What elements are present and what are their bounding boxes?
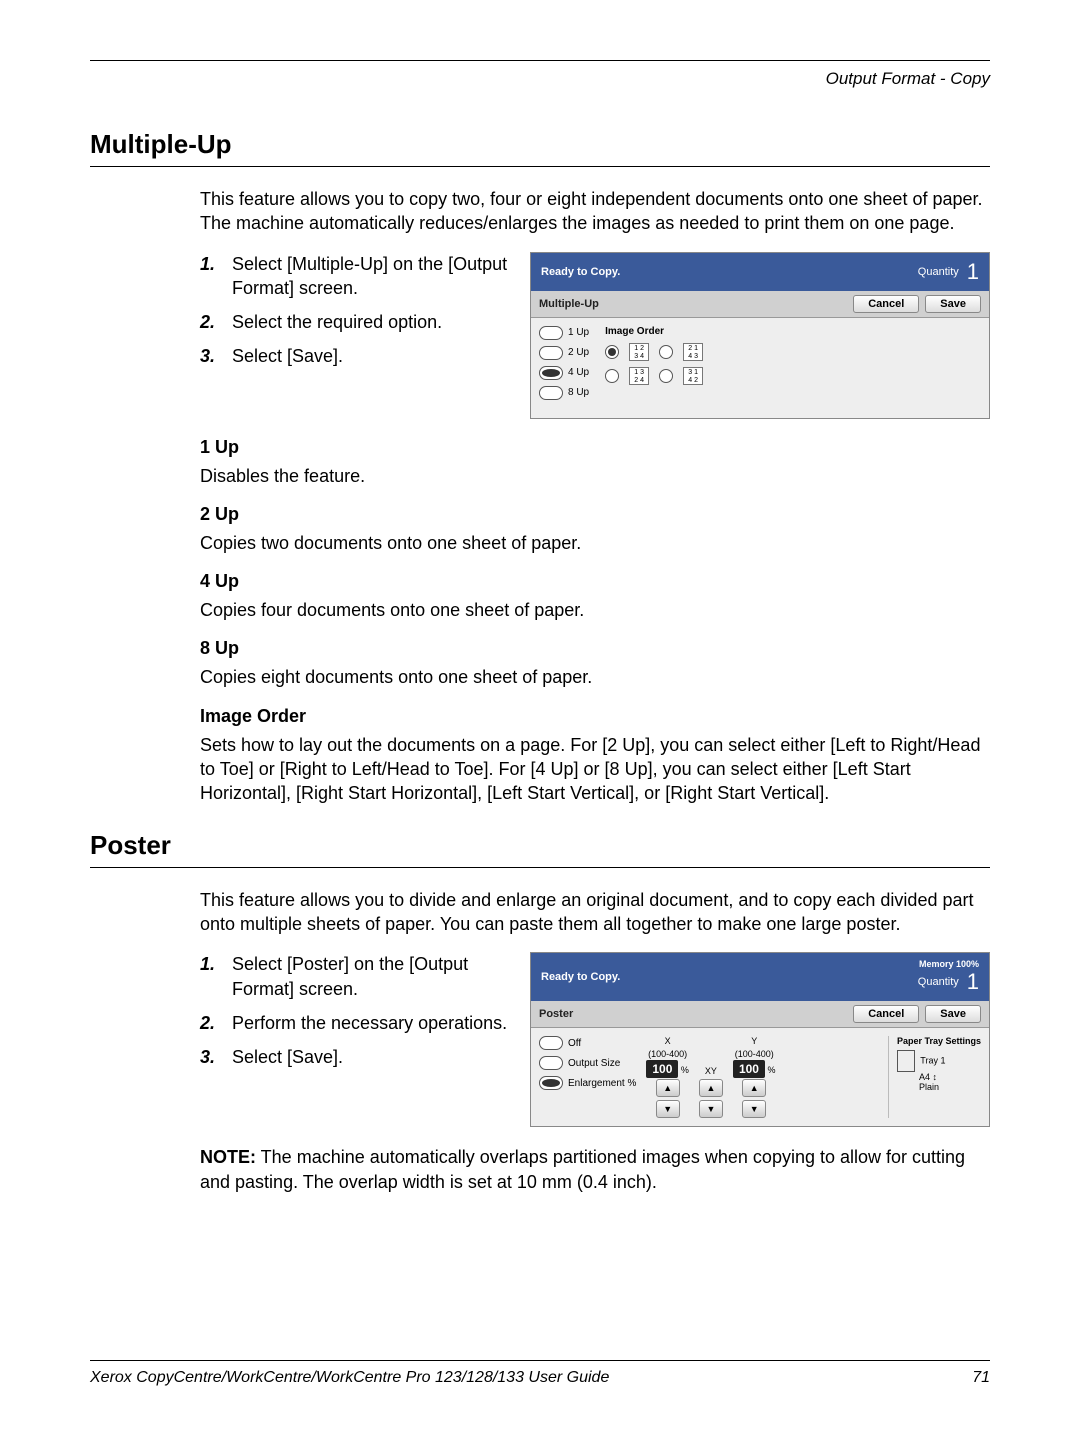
sub-1up-text: Disables the feature.	[200, 464, 990, 488]
poster-screenshot: Ready to Copy. Memory 100% Quantity 1 Po…	[530, 952, 990, 1127]
image-order-radio[interactable]	[605, 345, 619, 359]
footer-page-number: 71	[972, 1369, 990, 1387]
y-range: (100-400)	[735, 1049, 774, 1059]
multiple-up-intro: This feature allows you to copy two, fou…	[200, 187, 990, 236]
sub-8up-text: Copies eight documents onto one sheet of…	[200, 665, 990, 689]
tray-icon	[897, 1050, 915, 1072]
quantity-value: 1	[967, 259, 979, 285]
layout-icon: 1 32 4	[629, 367, 649, 385]
poster-note: NOTE: The machine automatically overlaps…	[200, 1145, 990, 1194]
ready-label: Ready to Copy.	[541, 266, 620, 278]
header-breadcrumb: Output Format - Copy	[90, 69, 990, 89]
xy-down-button[interactable]: ▼	[699, 1100, 723, 1118]
xy-label: XY	[705, 1066, 717, 1076]
option-2up[interactable]: 2 Up	[539, 346, 589, 360]
poster-intro: This feature allows you to divide and en…	[200, 888, 990, 937]
option-8up[interactable]: 8 Up	[539, 386, 589, 400]
step-text: Select [Poster] on the [Output Format] s…	[232, 952, 510, 1001]
step-text: Perform the necessary operations.	[232, 1011, 507, 1035]
image-order-radio[interactable]	[605, 369, 619, 383]
option-enlargement[interactable]: Enlargement %	[539, 1076, 636, 1090]
quantity-label: Quantity	[918, 266, 959, 278]
step-text: Select [Save].	[232, 344, 343, 368]
note-label: NOTE:	[200, 1147, 256, 1167]
footer-left: Xerox CopyCentre/WorkCentre/WorkCentre P…	[90, 1369, 609, 1387]
x-down-button[interactable]: ▼	[656, 1100, 680, 1118]
x-up-button[interactable]: ▲	[656, 1079, 680, 1097]
layout-icon: 1 23 4	[629, 343, 649, 361]
tab-name: Multiple-Up	[539, 298, 599, 310]
tray-name: Tray 1	[920, 1056, 945, 1066]
save-button[interactable]: Save	[925, 1005, 981, 1023]
image-order-radio[interactable]	[659, 345, 673, 359]
sub-2up-heading: 2 Up	[200, 504, 990, 525]
tab-name: Poster	[539, 1008, 573, 1020]
multiple-up-screenshot: Ready to Copy. Quantity 1 Multiple-Up Ca…	[530, 252, 990, 419]
memory-label: Memory 100%	[919, 959, 979, 969]
cancel-button[interactable]: Cancel	[853, 1005, 919, 1023]
layout-icon: 2 14 3	[683, 343, 703, 361]
x-value: 100	[646, 1060, 678, 1078]
sub-1up-heading: 1 Up	[200, 437, 990, 458]
y-up-button[interactable]: ▲	[742, 1079, 766, 1097]
step-text: Select the required option.	[232, 310, 442, 334]
tray-size: A4	[919, 1072, 930, 1082]
step-text: Select [Multiple-Up] on the [Output Form…	[232, 252, 510, 301]
y-value: 100	[733, 1060, 765, 1078]
step-text: Select [Save].	[232, 1045, 343, 1069]
sub-8up-heading: 8 Up	[200, 638, 990, 659]
quantity-label: Quantity	[918, 976, 959, 988]
sub-2up-text: Copies two documents onto one sheet of p…	[200, 531, 990, 555]
multiple-up-steps: 1.Select [Multiple-Up] on the [Output Fo…	[200, 252, 510, 369]
cancel-button[interactable]: Cancel	[853, 295, 919, 313]
section-title-poster: Poster	[90, 830, 990, 861]
tray-type: Plain	[919, 1082, 939, 1092]
ready-label: Ready to Copy.	[541, 971, 620, 983]
option-1up[interactable]: 1 Up	[539, 326, 589, 340]
x-label: X	[665, 1036, 671, 1046]
save-button[interactable]: Save	[925, 295, 981, 313]
poster-steps: 1.Select [Poster] on the [Output Format]…	[200, 952, 510, 1069]
y-label: Y	[751, 1036, 757, 1046]
x-range: (100-400)	[648, 1049, 687, 1059]
sub-4up-text: Copies four documents onto one sheet of …	[200, 598, 990, 622]
image-order-radio[interactable]	[659, 369, 673, 383]
layout-icon: 3 14 2	[683, 367, 703, 385]
xy-up-button[interactable]: ▲	[699, 1079, 723, 1097]
quantity-value: 1	[967, 969, 979, 995]
image-order-label: Image Order	[605, 326, 703, 337]
option-off[interactable]: Off	[539, 1036, 636, 1050]
y-down-button[interactable]: ▼	[742, 1100, 766, 1118]
sub-image-order-heading: Image Order	[200, 706, 990, 727]
note-text: The machine automatically overlaps parti…	[200, 1147, 965, 1191]
sub-4up-heading: 4 Up	[200, 571, 990, 592]
tray-heading: Paper Tray Settings	[897, 1036, 981, 1046]
option-4up[interactable]: 4 Up	[539, 366, 589, 380]
sub-image-order-text: Sets how to lay out the documents on a p…	[200, 733, 990, 806]
section-title-multiple-up: Multiple-Up	[90, 129, 990, 160]
option-output-size[interactable]: Output Size	[539, 1056, 636, 1070]
